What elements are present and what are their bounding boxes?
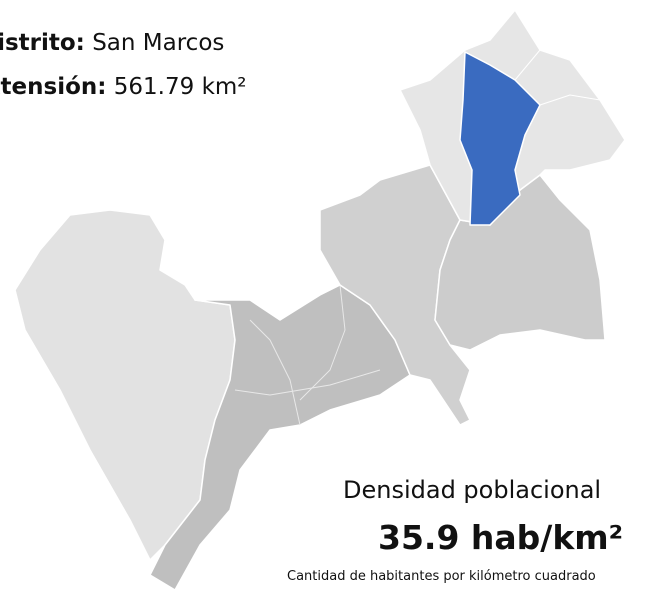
region-selected <box>459 51 541 226</box>
region-east <box>434 174 606 351</box>
area-unit: km² <box>201 74 247 100</box>
area-label: Extensión: <box>0 74 107 100</box>
density-title: Densidad poblacional <box>343 476 602 504</box>
area-row: Extensión: 561.79 km² <box>0 74 247 100</box>
district-name: San Marcos <box>92 30 225 56</box>
area-value: 561.79 <box>113 74 195 100</box>
district-label: Distrito: <box>0 30 85 56</box>
district-row: Distrito: San Marcos <box>0 30 224 56</box>
density-value: 35.9 hab/km² <box>378 518 624 557</box>
density-caption: Cantidad de habitantes por kilómetro cua… <box>287 569 596 584</box>
